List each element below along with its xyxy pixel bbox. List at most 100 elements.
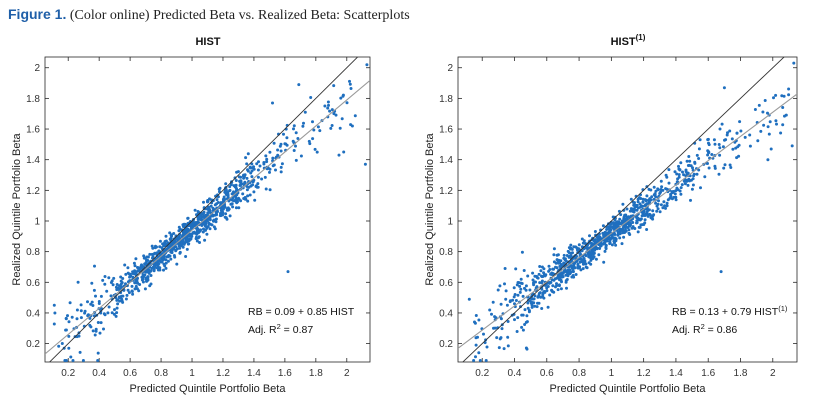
- scatter-point: [537, 272, 541, 276]
- scatter-point: [692, 172, 696, 176]
- scatter-point: [234, 185, 238, 189]
- scatter-point: [125, 293, 129, 297]
- scatter-point: [565, 286, 568, 290]
- scatter-point: [551, 284, 555, 288]
- scatter-point: [348, 79, 351, 83]
- scatter-point: [492, 326, 495, 330]
- scatter-point: [622, 217, 626, 221]
- scatter-point: [169, 236, 173, 240]
- scatter-point: [565, 278, 569, 281]
- scatter-point: [611, 215, 615, 219]
- scatter-point: [64, 359, 68, 362]
- x-tick-label: 0.4: [508, 368, 522, 379]
- scatter-point: [205, 232, 209, 236]
- scatter-point: [105, 289, 109, 293]
- scatter-point: [118, 296, 122, 300]
- scatter-point: [173, 255, 177, 259]
- scatter-point: [257, 160, 260, 164]
- scatter-point: [654, 195, 658, 199]
- scatter-point: [183, 222, 187, 226]
- y-tick-label: 0.6: [26, 278, 40, 289]
- scatter-point: [164, 239, 168, 243]
- scatter-point: [246, 194, 250, 198]
- scatter-point: [114, 314, 118, 318]
- scatter-point: [552, 253, 556, 257]
- scatter-point: [637, 225, 641, 229]
- scatter-point: [64, 328, 68, 332]
- scatter-point: [490, 312, 493, 316]
- scatter-point: [215, 198, 219, 202]
- scatter-point: [628, 221, 631, 225]
- plot-area-frame: [457, 56, 798, 363]
- scatter-point: [665, 187, 669, 191]
- scatter-point: [143, 287, 147, 291]
- scatter-point: [665, 204, 669, 208]
- scatter-point: [278, 144, 282, 148]
- x-tick-label: 1.2: [216, 368, 230, 379]
- scatter-point: [695, 153, 699, 157]
- scatter-point: [246, 152, 250, 156]
- scatter-point: [643, 218, 647, 222]
- scatter-point: [342, 150, 346, 154]
- scatter-point: [686, 183, 690, 187]
- scatter-point: [256, 185, 260, 189]
- scatter-point: [523, 323, 527, 326]
- scatter-point: [225, 207, 229, 211]
- scatter-point: [494, 316, 498, 320]
- scatter-point: [635, 219, 639, 223]
- scatter-point: [687, 177, 691, 181]
- scatter-point: [215, 210, 219, 214]
- scatter-point: [782, 94, 786, 98]
- scatter-point: [654, 189, 658, 193]
- scatter-point: [268, 170, 271, 174]
- scatter-point: [743, 135, 747, 139]
- scatter-point: [645, 202, 649, 206]
- y-tick-label: 1.8: [439, 94, 453, 105]
- scatter-point: [202, 200, 205, 204]
- scatter-point: [583, 261, 587, 265]
- scatter-point: [552, 247, 556, 251]
- scatter-point: [518, 290, 522, 294]
- scatter-point: [518, 284, 522, 288]
- scatter-point: [221, 211, 225, 215]
- scatter-point: [570, 247, 574, 251]
- scatter-point: [202, 227, 205, 231]
- scatter-point: [207, 208, 211, 212]
- scatter-point: [718, 146, 722, 150]
- scatter-point: [167, 244, 171, 248]
- scatter-point: [573, 266, 577, 270]
- scatter-point: [191, 231, 195, 235]
- scatter-point: [308, 142, 312, 146]
- scatter-point: [775, 122, 778, 126]
- scatter-point: [729, 166, 733, 169]
- scatter-point: [645, 228, 649, 231]
- scatter-point: [628, 209, 632, 213]
- scatter-point: [76, 280, 80, 284]
- scatter-point: [177, 225, 181, 229]
- scatter-point: [209, 204, 213, 208]
- scatter-point: [593, 240, 597, 244]
- scatter-point: [198, 241, 201, 244]
- scatter-point: [99, 321, 103, 325]
- scatter-point: [112, 312, 116, 316]
- scatter-point: [341, 94, 345, 98]
- scatter-point: [638, 205, 642, 209]
- scatter-point: [244, 156, 248, 160]
- scatter-point: [664, 206, 667, 210]
- scatter-point: [162, 262, 166, 266]
- scatter-point: [365, 63, 369, 67]
- scatter-point: [580, 258, 584, 262]
- scatter-point: [136, 266, 139, 269]
- scatter-point: [658, 210, 662, 214]
- y-tick-label: 1: [34, 216, 40, 227]
- scatter-point: [550, 273, 554, 277]
- scatter-point: [312, 128, 316, 132]
- scatter-point: [69, 355, 73, 359]
- scatter-point: [154, 251, 158, 255]
- x-tick-label: 0.6: [123, 368, 137, 379]
- scatter-point: [144, 261, 148, 265]
- scatter-point: [234, 183, 238, 187]
- scatter-point: [96, 351, 100, 355]
- scatter-point: [579, 248, 583, 252]
- scatter-point: [93, 264, 96, 268]
